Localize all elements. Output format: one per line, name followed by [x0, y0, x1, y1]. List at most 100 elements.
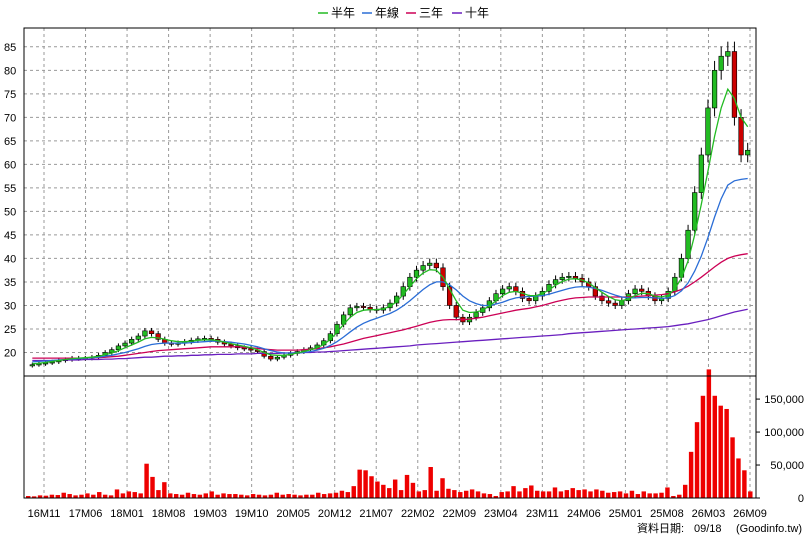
volume-bar — [718, 405, 723, 498]
volume-bar — [67, 494, 72, 498]
volume-bar — [262, 495, 268, 498]
volume-bar — [712, 395, 718, 498]
x-tick-label: 19M10 — [235, 508, 269, 520]
volume-bar — [392, 479, 398, 498]
candle-body — [427, 262, 433, 266]
volume-bar — [552, 487, 558, 498]
volume-bar — [440, 478, 445, 498]
volume-bar — [641, 491, 646, 498]
footer-date-label: 資料日期: — [637, 521, 684, 535]
price-tick-label: 50 — [4, 206, 16, 218]
volume-bar — [653, 493, 658, 498]
volume-bar — [168, 493, 173, 498]
volume-bar — [156, 490, 161, 498]
volume-bar — [446, 488, 451, 498]
volume-bar — [363, 470, 368, 498]
volume-bar — [629, 490, 635, 498]
volume-bar — [700, 395, 706, 498]
volume-bar — [191, 494, 197, 498]
volume-bar — [434, 490, 439, 498]
legend-label-three-year: 三年 — [419, 6, 443, 20]
volume-bar — [748, 491, 753, 498]
volume-bar — [197, 494, 203, 498]
volume-bar — [150, 476, 155, 498]
price-tick-label: 65 — [4, 136, 16, 148]
candle-body — [599, 295, 605, 302]
volume-bar — [55, 495, 61, 498]
volume-bar — [706, 369, 712, 498]
volume-bar — [428, 467, 433, 498]
volume-bar — [511, 486, 516, 498]
volume-axis: 0 50,000 100,000 150,000 — [756, 394, 804, 505]
ma-line-three-year — [32, 253, 748, 359]
volume-bar — [398, 490, 404, 498]
price-tick-label: 45 — [4, 230, 16, 242]
x-tick-label: 26M03 — [692, 508, 726, 520]
volume-bar — [345, 492, 351, 498]
volume-bar — [606, 492, 611, 498]
volume-bar — [623, 493, 629, 498]
volume-bar — [736, 458, 741, 498]
candle-body — [499, 288, 506, 295]
volume-bar — [535, 490, 540, 498]
volume-bar — [268, 494, 274, 498]
volume-bar — [742, 470, 747, 498]
candle-body — [360, 306, 367, 308]
candle-body — [367, 307, 373, 310]
volume-bar — [422, 490, 427, 498]
volume-bar — [97, 492, 102, 498]
volume-bar — [635, 494, 641, 498]
volume-bar — [221, 493, 226, 498]
volume-bar — [357, 469, 362, 498]
volume-bar — [677, 494, 682, 498]
volume-bar — [244, 495, 250, 498]
price-tick-label: 30 — [4, 300, 16, 312]
price-tick-label: 70 — [4, 112, 16, 124]
volume-bar — [387, 488, 392, 498]
volume-bar — [256, 494, 262, 498]
volume-bar — [333, 492, 339, 498]
volume-bar — [682, 484, 688, 498]
volume-bar — [298, 495, 303, 498]
volume-bar — [280, 494, 285, 498]
volume-bar — [49, 494, 55, 498]
volume-bar — [694, 422, 700, 498]
candle-body — [632, 288, 638, 295]
grid — [24, 28, 756, 498]
volume-bar — [594, 489, 599, 498]
volume-bar — [570, 488, 575, 498]
footer-source: (Goodinfo.tw) — [736, 523, 802, 535]
candle-body — [354, 306, 360, 309]
volume-bar — [250, 494, 256, 498]
volume-bar — [239, 494, 244, 498]
volume-bar — [517, 491, 522, 498]
volume-bar — [588, 491, 593, 498]
volume-bar — [304, 494, 309, 498]
volume-bar — [505, 491, 510, 498]
x-tick-label: 18M01 — [110, 508, 144, 520]
volume-bar — [85, 493, 90, 498]
volume-bar — [529, 485, 534, 498]
volume-tick-label: 100,000 — [764, 427, 804, 439]
candle-body — [519, 291, 526, 299]
volume-bar — [493, 496, 499, 498]
volume-bar — [499, 492, 504, 498]
volume-bar — [26, 496, 31, 498]
legend-item-year-line: 年線 — [362, 5, 399, 20]
volume-bar — [351, 486, 356, 498]
volume-tick-label: 150,000 — [764, 394, 804, 406]
candle-body — [142, 330, 148, 337]
candle-body — [725, 51, 731, 57]
volume-tick-label: 0 — [798, 493, 804, 505]
volume-bar — [310, 494, 315, 498]
ma-line-year — [32, 177, 748, 363]
candle-body — [274, 356, 281, 360]
price-axis: 20 25 30 35 40 45 50 55 60 65 70 75 80 85 — [4, 42, 16, 360]
candle-body — [572, 276, 579, 279]
x-tick-label: 19M03 — [193, 508, 227, 520]
volume-bar — [102, 494, 108, 498]
candle-body — [446, 286, 453, 306]
x-tick-label: 26M09 — [733, 508, 767, 520]
price-tick-label: 25 — [4, 324, 16, 336]
candle-body — [268, 355, 274, 360]
